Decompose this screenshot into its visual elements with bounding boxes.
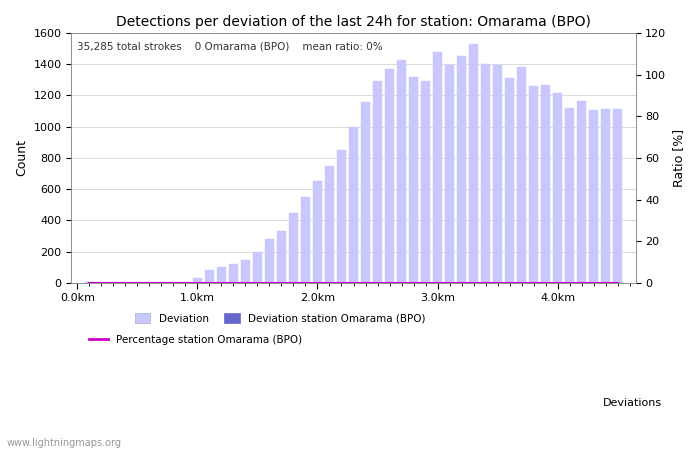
Bar	[193, 278, 202, 283]
Bar	[289, 213, 298, 283]
Bar	[397, 59, 406, 283]
Bar	[337, 150, 346, 283]
Y-axis label: Count: Count	[15, 140, 28, 176]
Bar	[181, 282, 190, 283]
Bar	[325, 166, 334, 283]
Bar	[517, 67, 526, 283]
Y-axis label: Ratio [%]: Ratio [%]	[672, 129, 685, 187]
Bar	[241, 260, 250, 283]
Title: Detections per deviation of the last 24h for station: Omarama (BPO): Detections per deviation of the last 24h…	[116, 15, 591, 29]
Bar	[577, 101, 586, 283]
Bar	[409, 76, 418, 283]
Bar	[565, 108, 574, 283]
Bar	[205, 270, 214, 283]
Bar	[529, 86, 538, 283]
Bar	[541, 85, 550, 283]
Bar	[217, 267, 226, 283]
Bar	[373, 81, 382, 283]
Bar	[385, 69, 394, 283]
Text: Deviations: Deviations	[603, 398, 662, 408]
Bar	[121, 282, 130, 283]
Bar	[457, 56, 466, 283]
Bar	[421, 81, 430, 283]
Bar	[313, 181, 322, 283]
Bar	[229, 264, 238, 283]
Bar	[133, 282, 142, 283]
Bar	[481, 64, 490, 283]
Bar	[169, 282, 178, 283]
Bar	[253, 252, 262, 283]
Bar	[493, 65, 502, 283]
Bar	[109, 282, 118, 283]
Text: www.lightningmaps.org: www.lightningmaps.org	[7, 438, 122, 448]
Bar	[613, 109, 622, 283]
Bar	[361, 103, 370, 283]
Bar	[469, 44, 478, 283]
Bar	[349, 127, 358, 283]
Bar	[97, 282, 106, 283]
Bar	[445, 65, 454, 283]
Bar	[601, 109, 610, 283]
Bar	[157, 282, 166, 283]
Bar	[589, 109, 598, 283]
Bar	[553, 93, 562, 283]
Bar	[277, 231, 286, 283]
Bar	[433, 53, 442, 283]
Text: 35,285 total strokes    0 Omarama (BPO)    mean ratio: 0%: 35,285 total strokes 0 Omarama (BPO) mea…	[77, 42, 383, 52]
Legend: Percentage station Omarama (BPO): Percentage station Omarama (BPO)	[85, 331, 307, 349]
Bar	[301, 197, 310, 283]
Bar	[265, 239, 274, 283]
Bar	[145, 282, 154, 283]
Bar	[505, 78, 514, 283]
Bar	[85, 282, 94, 283]
